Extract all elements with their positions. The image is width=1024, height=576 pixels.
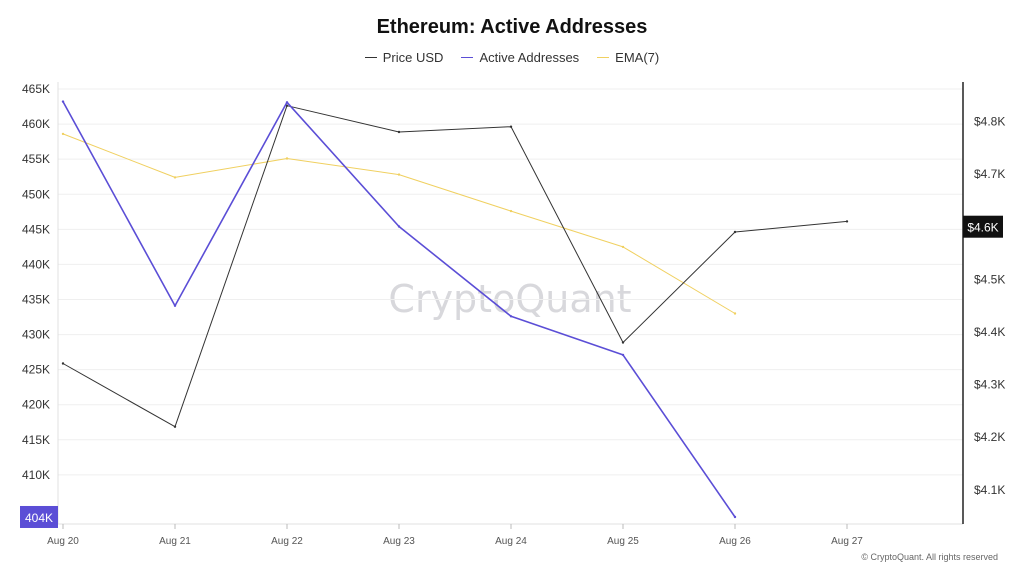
right-axis-tick-label: $4.4K	[974, 325, 1005, 339]
series-line-price-usd	[62, 105, 848, 428]
data-point-price-usd	[733, 230, 737, 234]
legend-item-ema7[interactable]: EMA(7)	[597, 50, 659, 65]
legend-item-active-addresses[interactable]: Active Addresses	[461, 50, 579, 65]
left-axis-tick-label: 435K	[22, 292, 50, 306]
data-point-price-usd	[173, 425, 177, 428]
legend-swatch-ema7	[597, 57, 610, 58]
data-point-active-addresses	[621, 353, 625, 357]
data-point-price-usd	[397, 130, 401, 134]
data-point-price-usd	[61, 362, 65, 365]
right-axis-tick-label: $4.1K	[974, 483, 1005, 497]
x-axis-tick-label: Aug 23	[383, 536, 415, 547]
right-current-value-badge	[963, 215, 1003, 238]
data-point-active-addresses	[397, 225, 401, 228]
left-axis-tick-label: 440K	[22, 257, 50, 271]
data-point-active-addresses	[173, 304, 177, 307]
left-axis-tick-label: 460K	[22, 117, 50, 131]
left-axis-tick-label: 420K	[22, 398, 50, 412]
legend-swatch-price-usd	[364, 57, 377, 58]
right-axis-tick-label: $4.7K	[974, 167, 1005, 181]
left-axis-tick-label: 445K	[22, 222, 50, 236]
x-axis-tick-label: Aug 20	[47, 536, 79, 547]
x-axis-tick-label: Aug 27	[831, 536, 863, 547]
data-point-active-addresses	[285, 101, 289, 104]
x-axis-tick-label: Aug 21	[159, 536, 191, 547]
right-axis-tick-label: $4.5K	[974, 272, 1005, 286]
right-axis-tick-label: $4.8K	[974, 114, 1005, 128]
x-axis-tick-label: Aug 26	[719, 536, 751, 547]
left-axis-tick-label: 450K	[22, 187, 50, 201]
data-point-price-usd	[509, 125, 513, 128]
data-point-ema-7-	[509, 209, 513, 213]
right-current-value-label: $4.6K	[967, 221, 998, 235]
data-point-price-usd	[845, 220, 849, 223]
copyright-footer: © CryptoQuant. All rights reserved	[861, 552, 998, 562]
data-point-active-addresses	[733, 515, 737, 519]
left-axis-tick-label: 465K	[22, 82, 50, 96]
data-point-ema-7-	[285, 157, 289, 160]
data-point-price-usd	[285, 104, 289, 107]
x-axis-tick-label: Aug 22	[271, 536, 303, 547]
data-point-ema-7-	[733, 312, 737, 315]
data-point-active-addresses	[509, 315, 513, 318]
x-axis-tick-label: Aug 24	[495, 536, 527, 547]
left-axis-tick-label: 410K	[22, 468, 50, 482]
data-point-price-usd	[621, 341, 625, 344]
data-point-ema-7-	[621, 245, 625, 249]
data-point-active-addresses	[61, 100, 65, 103]
left-current-value-badge	[20, 505, 58, 528]
chart-title: Ethereum: Active Addresses	[376, 16, 648, 38]
legend-label: EMA(7)	[615, 50, 660, 65]
right-axis-tick-label: $4.3K	[974, 378, 1005, 392]
left-axis-tick-label: 455K	[22, 152, 50, 166]
x-axis-tick-label: Aug 25	[607, 536, 639, 547]
data-point-ema-7-	[397, 173, 401, 176]
legend-label: Price USD	[382, 50, 444, 65]
data-point-ema-7-	[173, 176, 177, 179]
right-axis-tick-label: $4.2K	[974, 430, 1005, 444]
legend-swatch-active-addresses	[461, 57, 474, 58]
legend-item-price-usd[interactable]: Price USD	[364, 50, 444, 65]
legend-label: Active Addresses	[479, 50, 580, 65]
chart-legend: Price USD Active Addresses EMA(7)	[0, 50, 1024, 65]
data-point-ema-7-	[61, 132, 65, 136]
left-current-value-label: 404K	[25, 511, 53, 525]
left-axis-tick-label: 430K	[22, 328, 50, 342]
left-axis-tick-label: 425K	[22, 363, 50, 377]
left-axis-tick-label: 415K	[22, 433, 50, 447]
